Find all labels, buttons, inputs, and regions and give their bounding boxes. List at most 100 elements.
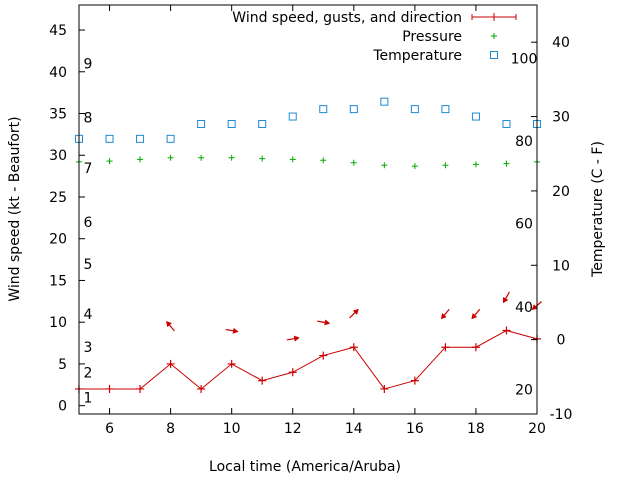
temperature-point xyxy=(319,105,328,114)
wind-speed-point xyxy=(288,368,297,377)
temperature-point xyxy=(288,112,297,121)
wind-direction-arrowhead xyxy=(293,335,300,342)
temperature-point xyxy=(471,112,480,121)
fahrenheit-label: 60 xyxy=(515,217,533,233)
y2-tick-label: 20 xyxy=(552,184,570,200)
pressure-point xyxy=(472,161,479,168)
x-tick-label: 16 xyxy=(406,421,424,437)
y-tick-label: 15 xyxy=(49,273,67,289)
x-axis-label: Local time (America/Aruba) xyxy=(209,459,401,475)
pressure-point xyxy=(259,155,266,162)
y-tick-label: 40 xyxy=(49,65,67,81)
y-tick-label: 20 xyxy=(49,232,67,248)
wind-direction-arrowhead xyxy=(471,313,478,320)
beaufort-label: 6 xyxy=(84,215,93,231)
x-tick-label: 18 xyxy=(467,421,485,437)
y2-tick-label: -10 xyxy=(550,407,573,423)
wind-speed-line xyxy=(79,329,538,390)
y-tick-label: 30 xyxy=(49,148,67,164)
beaufort-label: 7 xyxy=(84,161,93,177)
temperature-point xyxy=(227,119,236,128)
fahrenheit-label: 40 xyxy=(515,300,533,316)
wind-speed-point xyxy=(410,376,419,385)
beaufort-label: 2 xyxy=(84,365,93,381)
temperature-point xyxy=(258,119,267,128)
temperature-point xyxy=(197,119,206,128)
legend-label-pressure: Pressure xyxy=(402,29,462,45)
temperature-point xyxy=(105,134,114,143)
legend-label-wind: Wind speed, gusts, and direction xyxy=(232,10,462,26)
wind-direction-arrowhead xyxy=(232,327,239,334)
wind-speed-point xyxy=(319,351,328,360)
wind-direction-arrowhead xyxy=(502,296,509,304)
temperature-point xyxy=(136,134,145,143)
y2-tick-label: 0 xyxy=(557,333,566,349)
temperature-point xyxy=(502,119,511,128)
wind-speed-point xyxy=(471,343,480,352)
pressure-point xyxy=(198,154,205,161)
pressure-point xyxy=(167,154,174,161)
wind-direction-arrowhead xyxy=(440,313,447,320)
wind-speed-point xyxy=(197,384,206,393)
fahrenheit-label: 20 xyxy=(515,382,533,398)
pressure-point xyxy=(228,154,235,161)
wind-speed-point xyxy=(258,376,267,385)
wind-direction-arrowhead xyxy=(324,319,331,326)
legend-marker-temperature xyxy=(490,51,498,59)
legend-marker-wind xyxy=(471,13,517,21)
wind-speed-point xyxy=(166,359,175,368)
pressure-point xyxy=(442,162,449,169)
beaufort-label: 9 xyxy=(84,56,93,72)
pressure-point xyxy=(381,162,388,169)
temperature-point xyxy=(166,134,175,143)
x-tick-label: 12 xyxy=(284,421,302,437)
x-tick-label: 6 xyxy=(105,421,114,437)
wind-speed-point xyxy=(349,343,358,352)
beaufort-label: 1 xyxy=(84,390,93,406)
y-tick-label: 10 xyxy=(49,315,67,331)
y-tick-label: 45 xyxy=(49,23,67,39)
wind-direction-arrowhead xyxy=(166,320,172,328)
y-axis-label: Wind speed (kt - Beaufort) xyxy=(7,116,23,301)
wind-speed-point xyxy=(502,326,511,335)
legend-label-temperature: Temperature xyxy=(372,48,462,64)
beaufort-label: 4 xyxy=(84,307,93,323)
fahrenheit-label: 80 xyxy=(515,134,533,150)
y-tick-label: 35 xyxy=(49,107,67,123)
y2-axis-label: Temperature (C - F) xyxy=(590,141,606,278)
pressure-point xyxy=(289,156,296,163)
x-tick-label: 14 xyxy=(345,421,363,437)
temperature-point xyxy=(380,97,389,106)
temperature-point xyxy=(441,105,450,114)
pressure-point xyxy=(411,163,418,170)
y2-tick-label: 10 xyxy=(552,258,570,274)
pressure-point xyxy=(320,157,327,164)
y2-tick-label: 40 xyxy=(552,35,570,51)
x-tick-label: 20 xyxy=(528,421,546,437)
pressure-point xyxy=(350,159,357,166)
pressure-point xyxy=(106,158,113,165)
wind-speed-point xyxy=(380,384,389,393)
temperature-point xyxy=(349,105,358,114)
wind-direction-arrowhead xyxy=(531,304,538,311)
beaufort-label: 3 xyxy=(84,340,93,356)
beaufort-label: 5 xyxy=(84,257,93,273)
plot-frame xyxy=(78,4,538,415)
legend-marker-pressure xyxy=(491,33,497,39)
wind-speed-point xyxy=(105,384,114,393)
x-tick-label: 10 xyxy=(223,421,241,437)
fahrenheit-label: 100 xyxy=(511,52,538,68)
beaufort-label: 8 xyxy=(84,111,93,127)
wind-speed-point xyxy=(227,359,236,368)
temperature-point xyxy=(410,105,419,114)
wind-direction-arrowhead xyxy=(352,308,359,315)
pressure-point xyxy=(137,156,144,163)
x-tick-label: 8 xyxy=(166,421,175,437)
y-tick-label: 5 xyxy=(58,357,67,373)
y-tick-label: 25 xyxy=(49,190,67,206)
y-tick-label: 0 xyxy=(58,399,67,415)
wind-speed-point xyxy=(136,384,145,393)
y2-tick-label: 30 xyxy=(552,110,570,126)
wind-speed-point xyxy=(441,343,450,352)
